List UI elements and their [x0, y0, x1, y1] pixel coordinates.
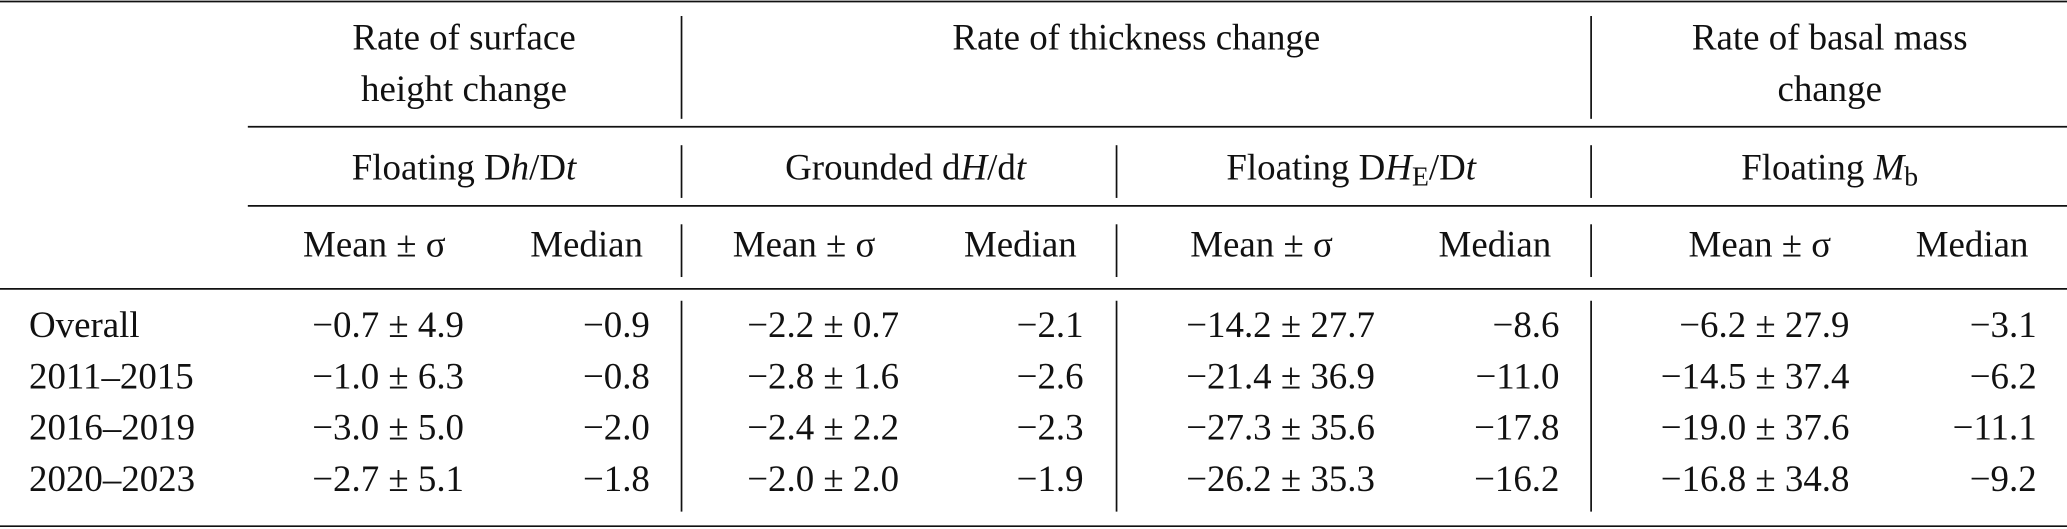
cell: −3.1	[1970, 304, 2037, 345]
group-header: Rate of surface	[352, 17, 575, 58]
cell: −17.8	[1474, 407, 1559, 448]
column-dividers	[680, 16, 1592, 512]
cell: −2.0 ± 2.0	[747, 458, 899, 499]
sub-header-part: E	[1412, 161, 1429, 192]
cell: −6.2	[1970, 355, 2037, 396]
cell: −2.0	[583, 407, 650, 448]
column-header: Median	[530, 223, 643, 264]
cell: −11.1	[1953, 407, 2037, 448]
sub-header-part: b	[1904, 161, 1918, 192]
cell: −0.7 ± 4.9	[312, 304, 464, 345]
cell: −2.1	[1017, 304, 1084, 345]
column-header: Mean ± σ	[733, 223, 876, 264]
cell: −8.6	[1493, 304, 1560, 345]
cell: −9.2	[1970, 458, 2037, 499]
cell: −2.6	[1017, 355, 1084, 396]
cell: −27.3 ± 35.6	[1186, 407, 1375, 448]
sub-header-part: h	[511, 147, 529, 188]
cell: −2.3	[1017, 407, 1084, 448]
sub-header-part: H	[1384, 147, 1414, 188]
sub-header-part: /D	[529, 147, 566, 188]
row-label: Overall	[29, 304, 140, 345]
column-header: Median	[1916, 223, 2029, 264]
cell: −1.0 ± 6.3	[312, 355, 464, 396]
sub-header-part: H	[959, 147, 989, 188]
cell: −19.0 ± 37.6	[1661, 407, 1850, 448]
column-header: Mean ± σ	[1689, 223, 1832, 264]
column-header: Mean ± σ	[1190, 223, 1333, 264]
cell: −2.4 ± 2.2	[747, 407, 899, 448]
cell: −14.5 ± 37.4	[1661, 355, 1850, 396]
row-label: 2020–2023	[29, 458, 195, 499]
cell: −0.9	[583, 304, 650, 345]
cell: −11.0	[1475, 355, 1559, 396]
row-label: 2016–2019	[29, 407, 195, 448]
group-header: Rate of thickness change	[952, 17, 1320, 58]
sub-header-part: Grounded d	[785, 147, 960, 188]
sub-header-part: Floating D	[1226, 147, 1385, 188]
column-header: Median	[964, 223, 1077, 264]
cell: −2.7 ± 5.1	[312, 458, 464, 499]
sub-header-part: t	[1016, 147, 1027, 188]
cell: −14.2 ± 27.7	[1186, 304, 1375, 345]
row-label: 2011–2015	[29, 355, 194, 396]
sub-header-part: Floating	[1741, 147, 1873, 188]
sub-header: Floating Dh/Dt	[352, 147, 577, 188]
cell: −21.4 ± 36.9	[1186, 355, 1375, 396]
group-header: Rate of basal mass	[1692, 17, 1968, 58]
cell: −2.2 ± 0.7	[747, 304, 899, 345]
sub-header: Floating DHE/Dt	[1226, 147, 1476, 192]
cell: −1.8	[583, 458, 650, 499]
cell: −16.8 ± 34.8	[1661, 458, 1850, 499]
cell: −1.9	[1017, 458, 1084, 499]
sub-header-part: t	[566, 147, 577, 188]
group-header: change	[1777, 68, 1882, 109]
cell: −16.2	[1474, 458, 1559, 499]
cell: −0.8	[583, 355, 650, 396]
sub-header-part: Floating D	[352, 147, 511, 188]
cell: −2.8 ± 1.6	[747, 355, 899, 396]
sub-header: Grounded dH/dt	[785, 147, 1027, 188]
sub-header-part: /D	[1429, 147, 1466, 188]
column-header: Median	[1439, 223, 1552, 264]
sub-header-part: /d	[987, 147, 1016, 188]
cell: −6.2 ± 27.9	[1679, 304, 1849, 345]
sub-header: Floating Mb	[1741, 147, 1918, 192]
group-header: height change	[361, 68, 567, 109]
sub-header-part: M	[1873, 147, 1907, 188]
column-header: Mean ± σ	[303, 223, 446, 264]
cell: −3.0 ± 5.0	[312, 407, 464, 448]
cell: −26.2 ± 35.3	[1186, 458, 1375, 499]
sub-header-part: t	[1466, 147, 1477, 188]
